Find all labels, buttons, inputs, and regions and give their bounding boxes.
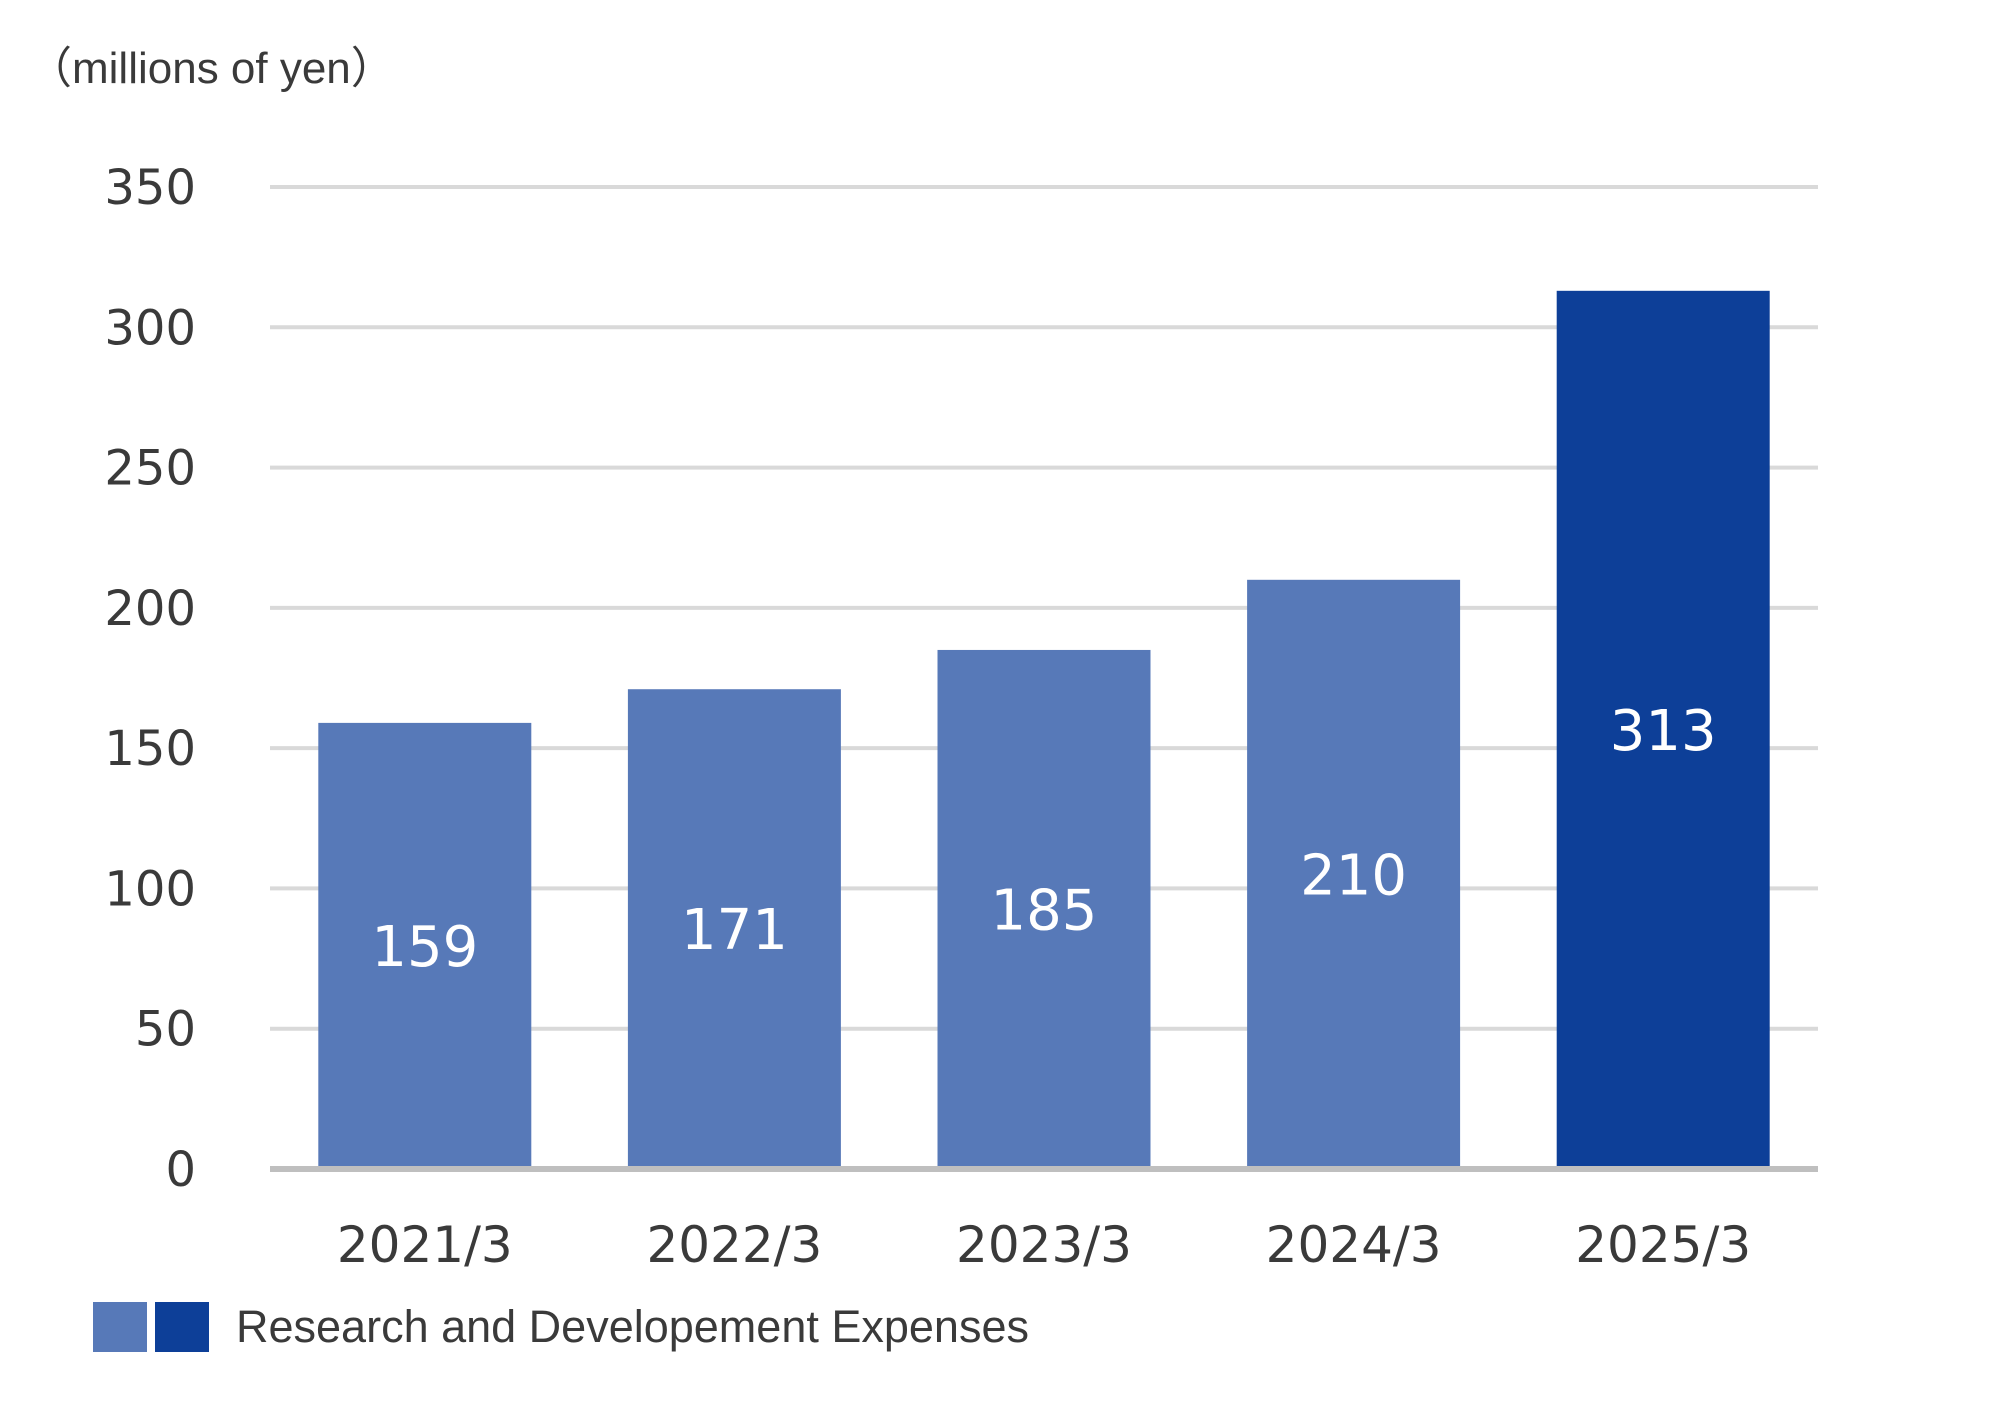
y-tick-label: 150 bbox=[104, 721, 196, 777]
legend-swatch-dark bbox=[155, 1302, 209, 1352]
x-tick-label: 2025/3 bbox=[1575, 1216, 1751, 1274]
y-tick-label: 100 bbox=[104, 861, 196, 917]
x-tick-label: 2023/3 bbox=[956, 1216, 1132, 1274]
legend-label: Research and Developement Expenses bbox=[236, 1301, 1029, 1352]
y-tick-label: 350 bbox=[104, 160, 196, 216]
bar-2023/3 bbox=[937, 649, 1151, 1169]
bar-value-label: 313 bbox=[1610, 699, 1717, 764]
legend-swatch-light bbox=[93, 1302, 147, 1352]
bar-value-label: 185 bbox=[991, 878, 1098, 943]
y-tick-label: 250 bbox=[104, 441, 196, 497]
bar-2024/3 bbox=[1247, 579, 1461, 1169]
bar-value-label: 210 bbox=[1300, 843, 1407, 908]
data-labels: 159 171 185 210 313 bbox=[371, 699, 1716, 980]
bar-2025/3 bbox=[1556, 290, 1770, 1170]
bar-value-label: 159 bbox=[371, 915, 478, 980]
x-axis-ticks: 2021/3 2022/3 2023/3 2024/3 2025/3 bbox=[337, 1216, 1751, 1274]
x-tick-label: 2021/3 bbox=[337, 1216, 513, 1274]
bar-value-label: 171 bbox=[681, 898, 788, 963]
bars bbox=[318, 290, 1770, 1170]
y-tick-label: 50 bbox=[135, 1002, 196, 1058]
y-axis-ticks: 0 50 100 150 200 250 300 350 bbox=[104, 160, 196, 1198]
bar-2021/3 bbox=[318, 722, 532, 1169]
y-tick-label: 0 bbox=[165, 1142, 196, 1198]
y-tick-label: 200 bbox=[104, 581, 196, 637]
x-tick-label: 2022/3 bbox=[646, 1216, 822, 1274]
bar-2022/3 bbox=[627, 689, 841, 1169]
unit-label: （millions of yen） bbox=[28, 44, 395, 93]
x-tick-label: 2024/3 bbox=[1266, 1216, 1442, 1274]
y-tick-label: 300 bbox=[104, 300, 196, 356]
legend: Research and Developement Expenses bbox=[93, 1301, 1029, 1352]
